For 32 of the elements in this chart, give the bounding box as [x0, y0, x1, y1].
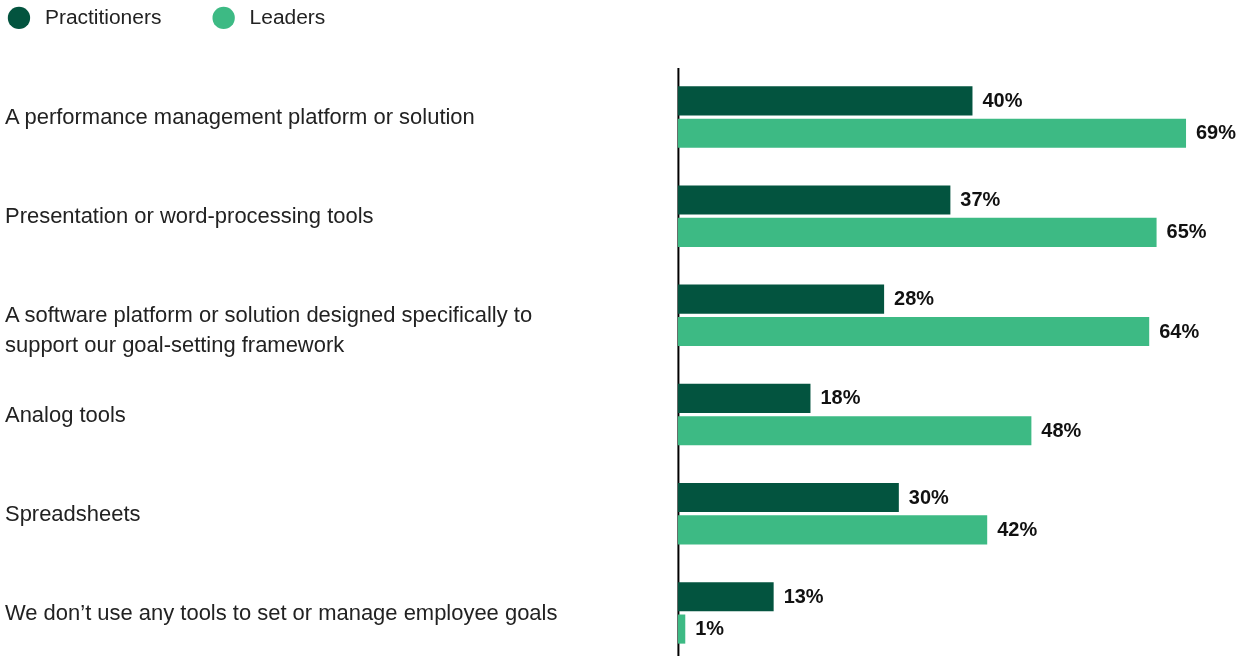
data-label: 48% [1041, 418, 1082, 441]
data-label: 40% [982, 88, 1023, 111]
bar [677, 482, 899, 513]
y-tick-label: Spreadsheets [4, 500, 141, 526]
y-tick-label: Analog tools [4, 401, 126, 427]
bar [677, 185, 951, 215]
legend-label: Leaders [249, 4, 326, 28]
y-tick-label: A software platform or solution designed specifically to support our goal-setting framework [4, 302, 533, 358]
y-tick-label: Presentation or word-processing tools [4, 203, 374, 229]
bar [677, 416, 1032, 446]
data-label: 30% [908, 485, 950, 508]
data-label: 1% [695, 617, 725, 640]
data-label: 42% [997, 517, 1038, 540]
bar [677, 582, 774, 612]
bar [677, 316, 1150, 347]
data-label: 13% [783, 584, 824, 607]
legend-label: Practitioners [44, 4, 162, 28]
data-label: 64% [1159, 319, 1200, 342]
bar [677, 284, 885, 314]
y-tick-label: We don’t use any tools to set or manage employee goals [4, 599, 558, 625]
bar [677, 118, 1187, 148]
bar [677, 614, 686, 644]
data-label: 69% [1196, 121, 1237, 144]
data-label: 18% [820, 386, 861, 409]
data-label: 37% [960, 188, 1001, 210]
y-tick-label: A performance management platform or solution [4, 104, 475, 129]
data-label: 28% [894, 287, 935, 310]
bar [677, 515, 988, 545]
bar [677, 86, 973, 116]
bar [677, 217, 1157, 247]
data-label: 65% [1166, 220, 1207, 243]
bar [677, 383, 811, 413]
